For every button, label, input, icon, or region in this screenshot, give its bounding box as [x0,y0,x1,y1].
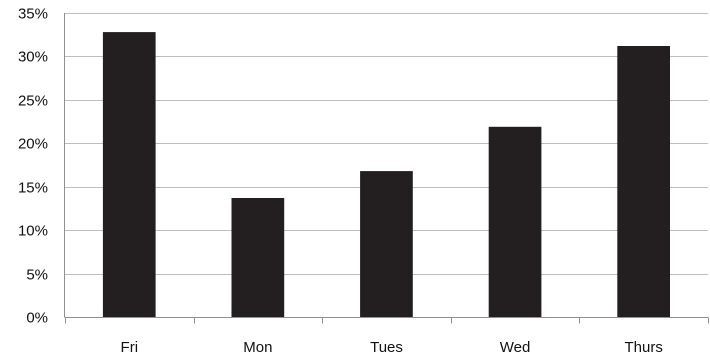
bars [102,32,670,317]
y-tick-label: 0% [26,310,48,327]
x-category-label: Fri [121,339,139,356]
bar [488,126,542,317]
y-tick-label: 5% [26,267,48,284]
y-tick-label: 20% [18,136,48,153]
x-category-label: Thurs [625,339,663,356]
x-category-label: Mon [243,339,272,356]
y-tick-labels: 0% 5% 10% 15% 20% 25% 30% 35% [18,6,48,327]
bar [360,171,413,317]
axes [64,13,709,324]
y-tick-label: 10% [18,223,48,240]
x-category-labels: Fri Mon Tues Wed Thurs [121,339,663,356]
bar [617,46,670,317]
bar [102,32,156,317]
y-tick-label: 15% [18,180,48,197]
x-category-label: Wed [500,339,531,356]
x-category-label: Tues [370,339,403,356]
y-tick-label: 35% [18,6,48,23]
y-tick-label: 30% [18,49,48,66]
bar [231,198,285,317]
y-tick-label: 25% [18,93,48,110]
